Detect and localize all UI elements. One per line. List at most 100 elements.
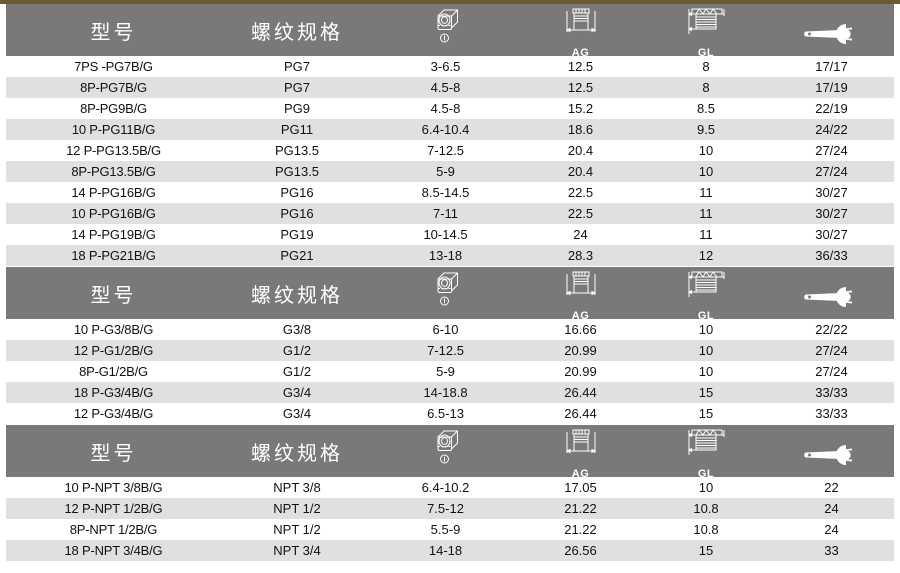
header-label-gl: GL	[697, 310, 715, 322]
thread-length-icon	[682, 427, 730, 468]
cell-ag: 12.5	[567, 59, 594, 74]
cell-gl: 10	[698, 480, 714, 495]
header-cell-model: 型号	[6, 267, 221, 319]
cell-thread: NPT 3/4	[273, 543, 321, 558]
table-header-row: 型号 螺纹规格 AG GL	[6, 267, 894, 322]
header-label-ag: AG	[571, 468, 590, 480]
cell-thread: G3/4	[282, 385, 312, 400]
cell-gl: 10	[698, 143, 714, 158]
cell-wrench: 24/22	[815, 122, 848, 137]
table-row[interactable]: 12 P-G1/2B/G G1/2 7-12.5 20.99 10 27/24	[6, 340, 894, 361]
header-label-model: 型号	[90, 282, 137, 307]
cell-model: 7PS -PG7B/G	[74, 59, 153, 74]
table-row[interactable]: 10 P-PG16B/G PG16 7-11 22.5 11 30/27	[6, 203, 894, 224]
wrench-icon	[802, 285, 862, 314]
cell-ag: 18.6	[567, 122, 594, 137]
cell-wrench: 27/24	[815, 143, 848, 158]
header-label-gl: GL	[697, 468, 715, 480]
cell-clamp-range: 5-9	[436, 364, 455, 379]
table-row[interactable]: 8P-PG7B/G PG7 4.5-8 12.5 8 17/19	[6, 77, 894, 98]
cell-clamp-range: 14-18	[428, 543, 463, 558]
cell-model: 18 P-NPT 3/4B/G	[64, 543, 163, 558]
cell-thread: PG21	[280, 248, 314, 263]
cell-clamp-range: 6.4-10.4	[421, 122, 470, 137]
cell-model: 10 P-NPT 3/8B/G	[64, 480, 163, 495]
thread-outer-diameter-icon	[561, 269, 601, 310]
cell-gl: 10	[698, 164, 714, 179]
cell-gl: 10	[698, 343, 714, 358]
cell-model: 8P-PG13.5B/G	[71, 164, 156, 179]
cell-model: 14 P-PG16B/G	[71, 185, 156, 200]
table-row[interactable]: 14 P-PG16B/G PG16 8.5-14.5 22.5 11 30/27	[6, 182, 894, 203]
table-row[interactable]: 18 P-G3/4B/G G3/4 14-18.8 26.44 15 33/33	[6, 382, 894, 403]
table-row[interactable]: 12 P-NPT 1/2B/G NPT 1/2 7.5-12 21.22 10.8 24	[6, 498, 894, 519]
table-row[interactable]: 8P-G1/2B/G G1/2 5-9 20.99 10 27/24	[6, 361, 894, 382]
cell-clamp-range: 13-18	[428, 248, 463, 263]
cell-clamp-range: 6-10	[432, 322, 459, 337]
cell-model: 10 P-PG11B/G	[71, 122, 156, 137]
cell-gl: 11	[699, 185, 713, 200]
table-row[interactable]: 12 P-G3/4B/G G3/4 6.5-13 26.44 15 33/33	[6, 403, 894, 424]
cell-gl: 8.5	[696, 101, 716, 116]
cell-thread: PG13.5	[274, 143, 320, 158]
cell-wrench: 27/24	[815, 364, 848, 379]
header-cell-clamp-range	[373, 267, 518, 319]
cell-wrench: 27/24	[815, 164, 848, 179]
cell-model: 14 P-PG19B/G	[71, 227, 156, 242]
cell-clamp-range: 7-12.5	[427, 143, 464, 158]
table-header-row: 型号 螺纹规格 AG GL	[6, 4, 894, 59]
table-row[interactable]: 14 P-PG19B/G PG19 10-14.5 24 11 30/27	[6, 224, 894, 245]
cell-gl: 11	[699, 227, 713, 242]
wrench-icon	[802, 22, 862, 51]
cell-clamp-range: 14-18.8	[423, 385, 468, 400]
cell-clamp-range: 4.5-8	[430, 80, 461, 95]
cell-ag: 15.2	[567, 101, 594, 116]
table-row[interactable]: 10 P-PG11B/G PG11 6.4-10.4 18.6 9.5 24/22	[6, 119, 894, 140]
g-thread-table: 型号 螺纹规格 AG GL 10 P-G3/8B/G G3/8 6-10 16.66 10 22/…	[6, 267, 894, 424]
cell-ag: 26.56	[564, 543, 597, 558]
thread-length-icon	[682, 6, 730, 47]
table-row[interactable]: 8P-PG13.5B/G PG13.5 5-9 20.4 10 27/24	[6, 161, 894, 182]
cell-clamp-range: 5.5-9	[430, 522, 461, 537]
npt-thread-table: 型号 螺纹规格 AG GL 10 P-NPT 3/8B/G NPT 3/8 6.4-10.2…	[6, 425, 894, 561]
cell-thread: PG13.5	[274, 164, 320, 179]
cell-gl: 10.8	[693, 501, 719, 516]
header-cell-clamp-range	[373, 4, 518, 56]
cell-gl: 10	[698, 322, 714, 337]
cell-model: 12 P-G1/2B/G	[73, 343, 154, 358]
cell-thread: PG16	[280, 185, 314, 200]
cell-ag: 20.99	[564, 364, 597, 379]
header-label-thread: 螺纹规格	[251, 282, 343, 307]
cell-model: 10 P-PG16B/G	[71, 206, 156, 221]
cell-thread: NPT 3/8	[273, 480, 321, 495]
header-cell-wrench	[769, 267, 894, 319]
table-row[interactable]: 10 P-G3/8B/G G3/8 6-10 16.66 10 22/22	[6, 319, 894, 340]
cell-gl: 9.5	[696, 122, 716, 137]
table-row[interactable]: 8P-NPT 1/2B/G NPT 1/2 5.5-9 21.22 10.8 24	[6, 519, 894, 540]
cell-thread: G3/4	[282, 406, 312, 421]
cell-wrench: 33/33	[815, 385, 848, 400]
cell-model: 12 P-PG13.5B/G	[66, 143, 161, 158]
table-separator	[0, 424, 900, 425]
table-row[interactable]: 18 P-PG21B/G PG21 13-18 28.3 12 36/33	[6, 245, 894, 266]
table-row[interactable]: 7PS -PG7B/G PG7 3-6.5 12.5 8 17/17	[6, 56, 894, 77]
table-row[interactable]: 18 P-NPT 3/4B/G NPT 3/4 14-18 26.56 15 33	[6, 540, 894, 561]
cable-gland-clamp-range-icon	[424, 427, 468, 470]
cell-ag: 24	[573, 227, 588, 242]
cell-thread: PG16	[280, 206, 314, 221]
cell-gl: 11	[699, 206, 713, 221]
table-row[interactable]: 10 P-NPT 3/8B/G NPT 3/8 6.4-10.2 17.05 10 22	[6, 477, 894, 498]
cell-ag: 16.66	[564, 322, 597, 337]
cell-wrench: 22/19	[815, 101, 848, 116]
cell-model: 18 P-G3/4B/G	[73, 385, 154, 400]
header-cell-ag: AG	[518, 425, 643, 480]
cell-ag: 21.22	[564, 501, 597, 516]
cell-clamp-range: 5-9	[436, 164, 455, 179]
table-row[interactable]: 12 P-PG13.5B/G PG13.5 7-12.5 20.4 10 27/24	[6, 140, 894, 161]
cell-wrench: 22	[824, 480, 839, 495]
cell-thread: NPT 1/2	[273, 501, 321, 516]
cell-model: 10 P-G3/8B/G	[73, 322, 154, 337]
cell-model: 8P-PG7B/G	[80, 80, 147, 95]
table-row[interactable]: 8P-PG9B/G PG9 4.5-8 15.2 8.5 22/19	[6, 98, 894, 119]
cell-ag: 20.99	[564, 343, 597, 358]
